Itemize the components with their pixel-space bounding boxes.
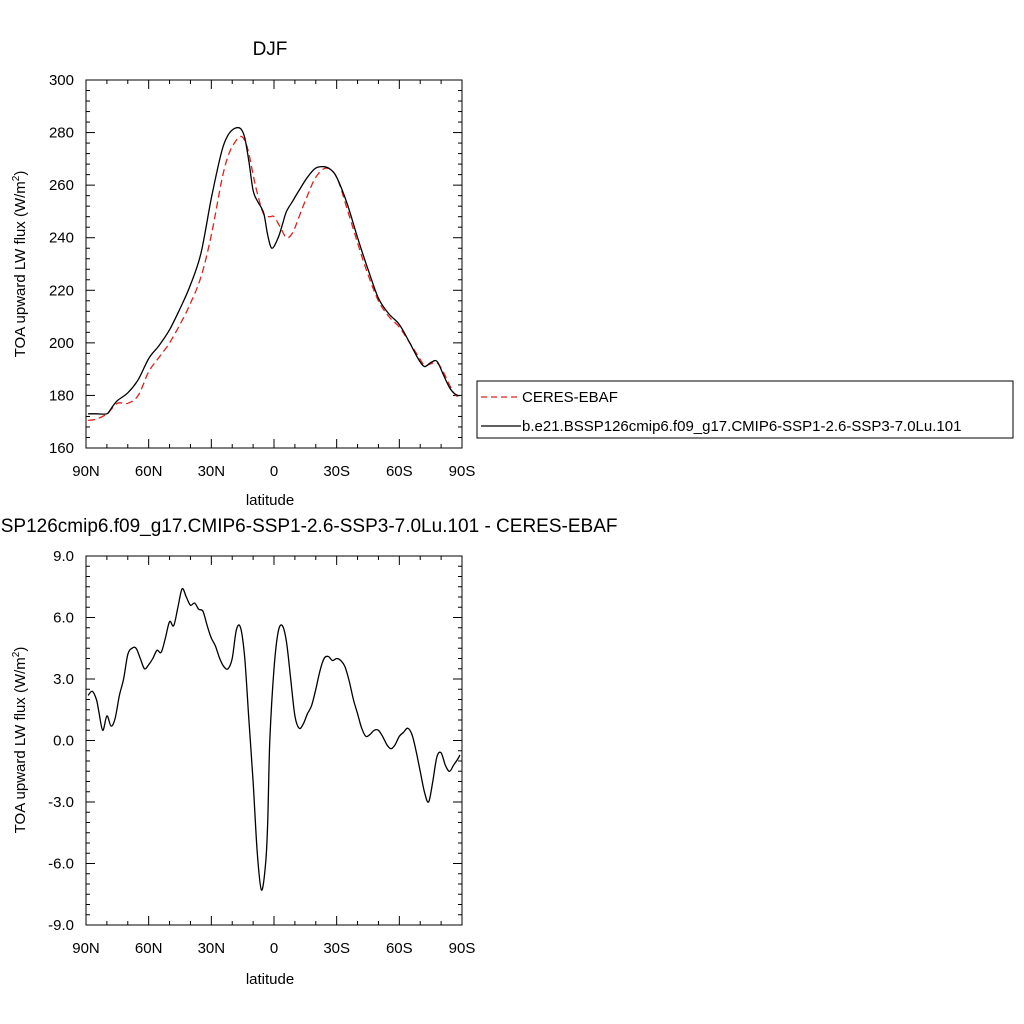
bottom-axis-ticks: 90N 60N 30N 0 30S 60S 90S -9.0 -6.0 -3.0 0.0 3.0 6.0… bbox=[48, 548, 475, 957]
p1-ytick-label: 6.0 bbox=[53, 610, 74, 627]
p1-series-line-0 bbox=[87, 587, 461, 891]
top-axis-ticks: 90N 60N 30N 0 30S 60S 90S 160 180 200 220 240 260 280… bbox=[49, 72, 475, 480]
p1-xtick-label: 90S bbox=[449, 940, 476, 957]
p0-xtick-label: 30N bbox=[198, 463, 226, 480]
legend: CERES-EBAF b.e21.BSSP126cmip6.f09_g17.CM… bbox=[476, 380, 1014, 439]
legend-box bbox=[476, 380, 1014, 439]
p1-ytick-label: 9.0 bbox=[53, 548, 74, 565]
top-series-group bbox=[88, 126, 461, 422]
p0-ytick-label: 240 bbox=[49, 230, 74, 247]
bottom-plot-frame bbox=[85, 555, 463, 926]
p0-xtick-label: 90S bbox=[449, 463, 476, 480]
legend-label-ceres: CERES-EBAF bbox=[522, 389, 618, 406]
legend-label-model: b.e21.BSSP126cmip6.f09_g17.CMIP6-SSP1-2.… bbox=[522, 418, 961, 435]
p1-ytick-label: 0.0 bbox=[53, 733, 74, 750]
p0-ytick-label: 200 bbox=[49, 335, 74, 352]
p0-series-line-0 bbox=[88, 135, 461, 422]
bottom-chart-title: b.e21.BSSP126cmip6.f09_g17.CMIP6-SSP1-2.… bbox=[0, 516, 617, 537]
p1-ytick-label: -3.0 bbox=[48, 794, 74, 811]
p1-xtick-label: 0 bbox=[270, 940, 278, 957]
p1-xtick-label: 60N bbox=[135, 940, 163, 957]
p1-ytick-label: -9.0 bbox=[48, 917, 74, 934]
p1-xtick-label: 90N bbox=[72, 940, 100, 957]
p0-ytick-label: 260 bbox=[49, 177, 74, 194]
p0-series-line-1 bbox=[88, 126, 461, 415]
top-x-axis-label: latitude bbox=[246, 492, 294, 509]
p0-ytick-label: 300 bbox=[49, 72, 74, 89]
p1-ytick-label: 3.0 bbox=[53, 671, 74, 688]
p0-ytick-label: 280 bbox=[49, 125, 74, 142]
p0-xtick-label: 90N bbox=[72, 463, 100, 480]
p0-ytick-label: 220 bbox=[49, 282, 74, 299]
p0-ytick-label: 180 bbox=[49, 387, 74, 404]
p1-xtick-label: 30S bbox=[323, 940, 350, 957]
p1-xtick-label: 30N bbox=[198, 940, 226, 957]
top-plot-frame bbox=[85, 79, 463, 449]
bottom-panel: b.e21.BSSP126cmip6.f09_g17.CMIP6-SSP1-2.… bbox=[0, 516, 617, 988]
top-panel: DJF 90N 60N 30N 0 30S 60S 90S 160 180 200 220 240 26… bbox=[11, 39, 475, 509]
p0-xtick-label: 60N bbox=[135, 463, 163, 480]
top-chart-title: DJF bbox=[253, 39, 288, 60]
bottom-y-axis-label: TOA upward LW flux (W/m2) bbox=[11, 647, 29, 834]
bottom-x-axis-label: latitude bbox=[246, 971, 294, 988]
bottom-series-group bbox=[87, 587, 461, 891]
p0-xtick-label: 0 bbox=[270, 463, 278, 480]
p0-xtick-label: 60S bbox=[386, 463, 413, 480]
p0-ytick-label: 160 bbox=[49, 440, 74, 457]
p1-ytick-label: -6.0 bbox=[48, 856, 74, 873]
p0-xtick-label: 30S bbox=[323, 463, 350, 480]
p1-xtick-label: 60S bbox=[386, 940, 413, 957]
top-y-axis-label: TOA upward LW flux (W/m2) bbox=[11, 171, 29, 358]
